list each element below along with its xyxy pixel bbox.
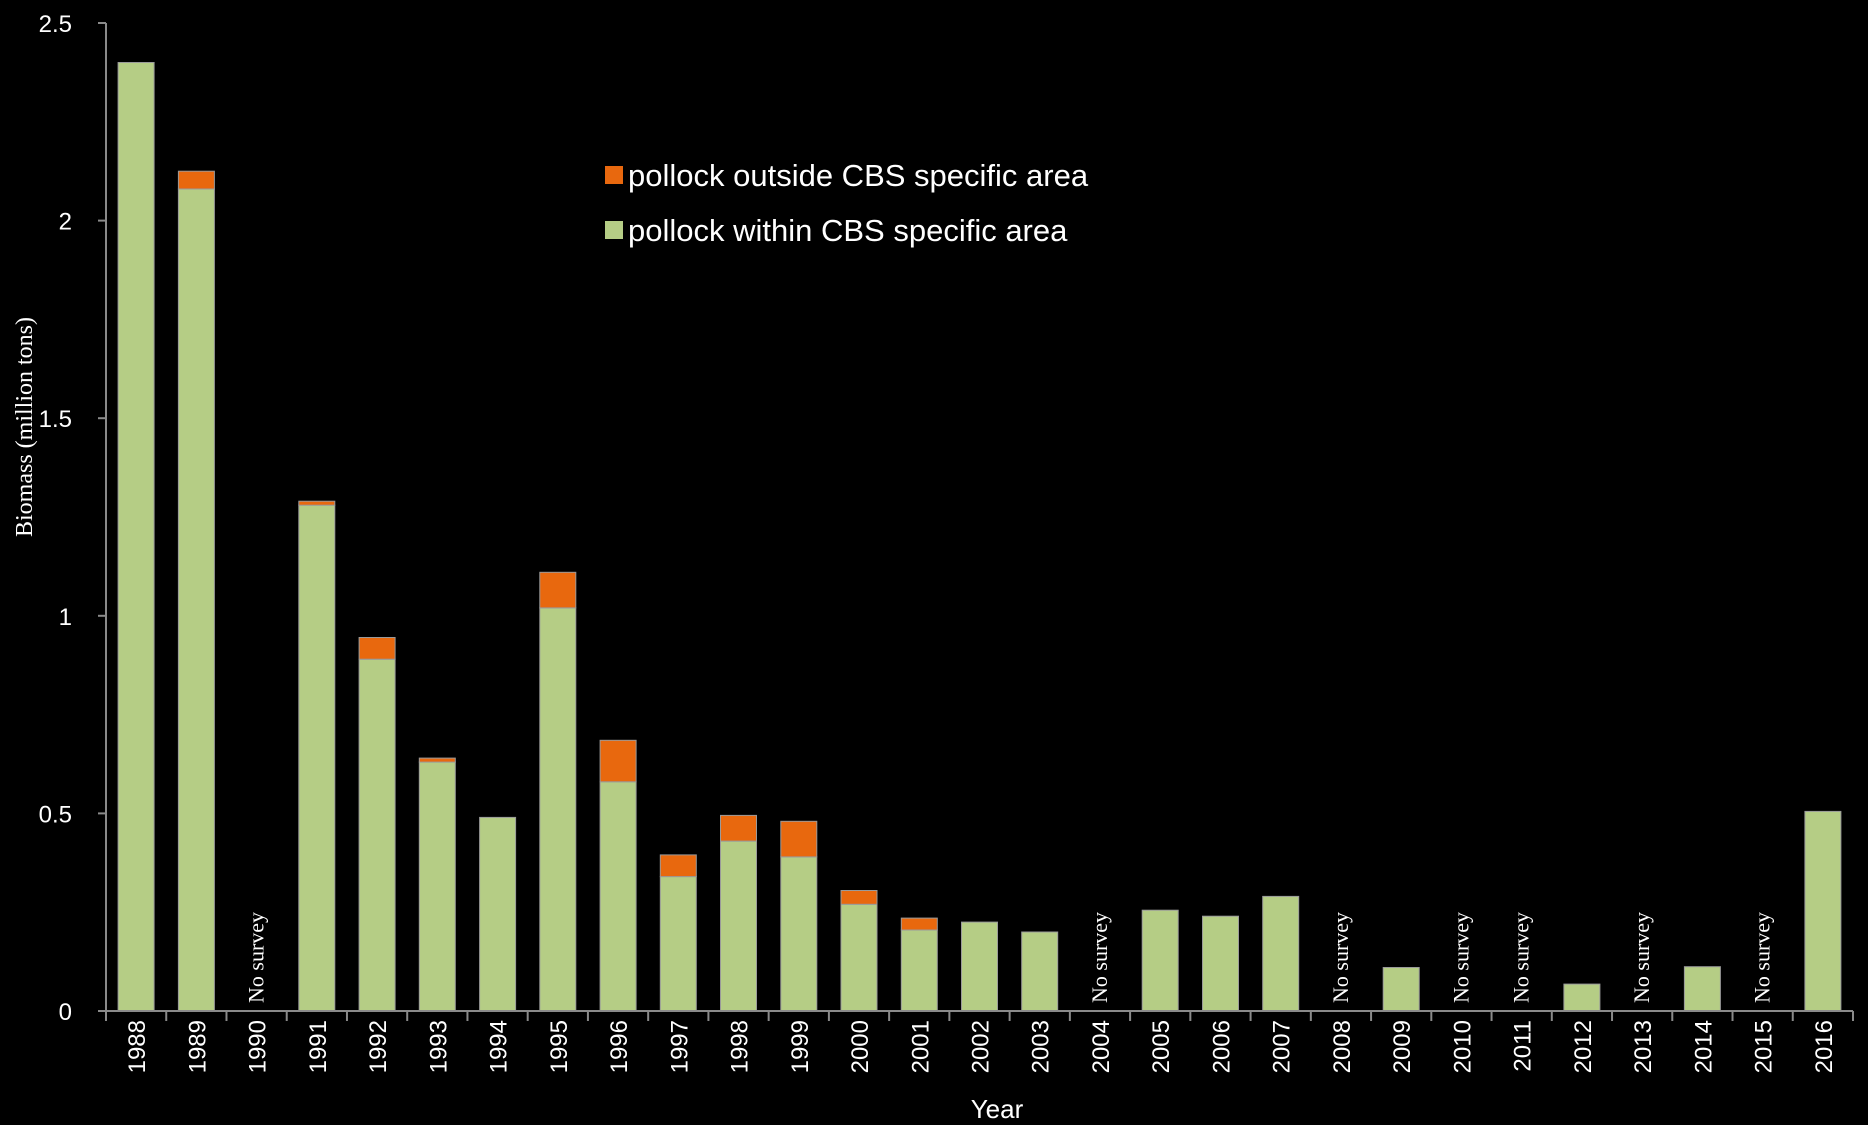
x-axis-title: Year xyxy=(971,1094,1024,1124)
bar-pollock-outside-cbs-specific-area-1989 xyxy=(177,170,215,190)
x-tick-label-2000: 2000 xyxy=(847,1020,874,1073)
y-tick-label: 1.5 xyxy=(39,406,72,433)
x-tick-label-1997: 1997 xyxy=(666,1020,693,1073)
bar-pollock-within-cbs-specific-area-2007 xyxy=(1262,895,1300,1012)
bar-pollock-within-cbs-specific-area-2002 xyxy=(961,921,998,1012)
annotation-no-survey-2008: No survey xyxy=(1328,912,1353,1003)
annotation-no-survey-1990: No survey xyxy=(244,912,269,1003)
bar-pollock-within-cbs-specific-area-1992 xyxy=(358,658,396,1012)
bar-pollock-within-cbs-specific-area-1998 xyxy=(720,840,757,1012)
bar-pollock-outside-cbs-specific-area-1991 xyxy=(298,500,336,506)
bar-pollock-within-cbs-specific-area-2014 xyxy=(1683,966,1721,1012)
x-tick-label-1994: 1994 xyxy=(486,1020,513,1073)
bar-pollock-within-cbs-specific-area-1989 xyxy=(177,188,215,1012)
bar-pollock-within-cbs-specific-area-2001 xyxy=(900,929,938,1012)
annotation-no-survey-2011: No survey xyxy=(1509,912,1534,1003)
legend-swatch-pollock-within-cbs-specific-area xyxy=(605,221,623,239)
bar-pollock-within-cbs-specific-area-1991 xyxy=(298,504,336,1012)
x-tick-label-2011: 2011 xyxy=(1510,1020,1537,1072)
bars-layer xyxy=(117,62,1842,1012)
annotation-no-survey-2010: No survey xyxy=(1448,912,1473,1003)
y-tick-label: 0.5 xyxy=(39,801,72,828)
bar-pollock-within-cbs-specific-area-2000 xyxy=(840,903,878,1012)
bar-pollock-within-cbs-specific-area-2012 xyxy=(1563,983,1601,1012)
bar-pollock-within-cbs-specific-area-1988 xyxy=(117,62,155,1012)
bar-pollock-within-cbs-specific-area-1995 xyxy=(539,607,577,1012)
x-tick-label-2008: 2008 xyxy=(1329,1020,1356,1073)
legend-label-pollock-outside-cbs-specific-area: pollock outside CBS specific area xyxy=(628,158,1089,193)
bar-pollock-outside-cbs-specific-area-1996 xyxy=(599,739,637,783)
x-tick-label-1995: 1995 xyxy=(546,1020,573,1073)
bar-pollock-outside-cbs-specific-area-1997 xyxy=(659,854,697,878)
x-tick-label-1988: 1988 xyxy=(124,1020,151,1073)
bar-pollock-outside-cbs-specific-area-1993 xyxy=(418,757,456,763)
legend-label-pollock-within-cbs-specific-area: pollock within CBS specific area xyxy=(628,213,1068,248)
annotations-layer: No survey No survey No survey No survey No s… xyxy=(244,912,1775,1003)
x-tick-label-1996: 1996 xyxy=(606,1020,633,1073)
y-tick-label: 2.5 xyxy=(39,11,72,38)
x-tick-label-2009: 2009 xyxy=(1389,1020,1416,1073)
bar-pollock-within-cbs-specific-area-2003 xyxy=(1021,931,1059,1012)
x-tick-label-1998: 1998 xyxy=(727,1020,754,1073)
x-tick-label-2003: 2003 xyxy=(1028,1020,1055,1073)
bar-pollock-within-cbs-specific-area-1999 xyxy=(780,856,818,1012)
bar-pollock-within-cbs-specific-area-2016 xyxy=(1804,810,1842,1012)
x-tick-label-1992: 1992 xyxy=(365,1020,392,1073)
legend-swatch-pollock-outside-cbs-specific-area xyxy=(605,166,623,184)
bar-pollock-outside-cbs-specific-area-1998 xyxy=(720,814,757,842)
annotation-no-survey-2015: No survey xyxy=(1750,912,1775,1003)
bar-pollock-outside-cbs-specific-area-1999 xyxy=(780,820,818,858)
bar-pollock-within-cbs-specific-area-2009 xyxy=(1382,967,1420,1012)
y-axis-title: Biomass (million tons) xyxy=(12,317,38,537)
x-tick-label-2014: 2014 xyxy=(1690,1020,1717,1073)
bar-pollock-within-cbs-specific-area-2006 xyxy=(1202,915,1239,1012)
y-tick-label: 1 xyxy=(59,604,72,631)
y-tick-label: 2 xyxy=(59,209,72,236)
x-tick-label-2013: 2013 xyxy=(1630,1020,1657,1073)
bar-pollock-within-cbs-specific-area-1994 xyxy=(479,816,517,1012)
legend: pollock outside CBS specific area pollock… xyxy=(605,158,1089,248)
annotation-no-survey-2004: No survey xyxy=(1087,912,1112,1003)
bar-pollock-within-cbs-specific-area-1997 xyxy=(659,876,697,1012)
x-tick-label-2007: 2007 xyxy=(1269,1020,1296,1073)
x-tick-label-1993: 1993 xyxy=(425,1020,452,1073)
y-tick-label: 0 xyxy=(59,999,72,1026)
x-tick-label-1989: 1989 xyxy=(184,1020,211,1073)
x-tick-label-1999: 1999 xyxy=(787,1020,814,1073)
x-tick-label-1990: 1990 xyxy=(245,1020,272,1073)
x-tick-label-1991: 1991 xyxy=(305,1020,332,1073)
x-tick-label-2012: 2012 xyxy=(1570,1020,1597,1073)
x-tick-label-2016: 2016 xyxy=(1811,1020,1838,1073)
axes-layer: 0 0.5 1 1.5 2 2.5 1988 1989 1990 1991 1992 1993 1994… xyxy=(39,11,1854,1073)
bar-pollock-outside-cbs-specific-area-2001 xyxy=(900,917,938,931)
x-tick-label-2010: 2010 xyxy=(1449,1020,1476,1073)
x-tick-label-2002: 2002 xyxy=(968,1020,995,1073)
bar-pollock-within-cbs-specific-area-1996 xyxy=(599,781,637,1012)
x-tick-label-2015: 2015 xyxy=(1751,1020,1778,1073)
x-tick-label-2006: 2006 xyxy=(1209,1020,1236,1073)
x-tick-label-2001: 2001 xyxy=(907,1020,934,1073)
annotation-no-survey-2013: No survey xyxy=(1629,912,1654,1003)
bar-pollock-outside-cbs-specific-area-1995 xyxy=(539,571,577,609)
bar-pollock-outside-cbs-specific-area-1992 xyxy=(358,637,396,660)
bar-pollock-within-cbs-specific-area-1993 xyxy=(418,761,456,1012)
bar-pollock-within-cbs-specific-area-2005 xyxy=(1141,909,1179,1012)
x-tick-label-2005: 2005 xyxy=(1148,1020,1175,1073)
bar-pollock-outside-cbs-specific-area-2000 xyxy=(840,890,878,905)
x-tick-label-2004: 2004 xyxy=(1088,1020,1115,1073)
